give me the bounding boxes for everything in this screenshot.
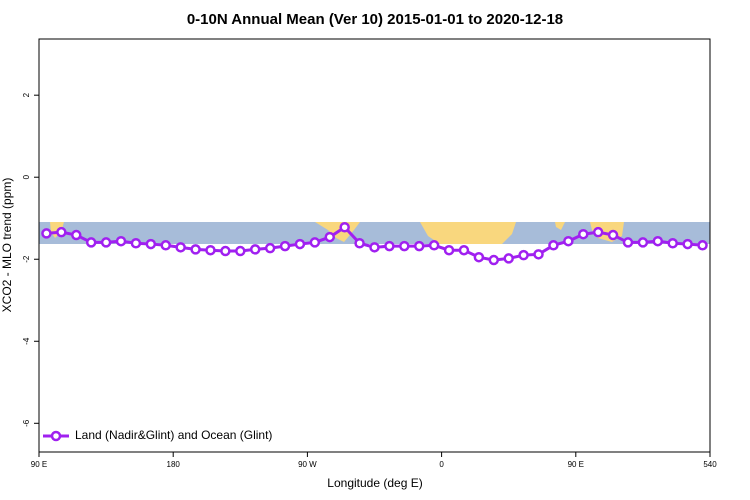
point bbox=[71, 229, 82, 241]
point bbox=[592, 226, 604, 238]
x-tick-label: 90 E bbox=[568, 460, 584, 469]
y-tick-label: 2 bbox=[22, 92, 31, 97]
point bbox=[578, 228, 589, 240]
point bbox=[100, 237, 112, 248]
point bbox=[264, 242, 276, 254]
point bbox=[667, 237, 678, 249]
point bbox=[697, 240, 708, 251]
point bbox=[190, 244, 201, 255]
point bbox=[458, 244, 470, 256]
point bbox=[652, 235, 664, 247]
point bbox=[115, 235, 127, 247]
point bbox=[637, 237, 649, 248]
point bbox=[369, 242, 380, 253]
x-axis-label: Longitude (deg E) bbox=[327, 476, 422, 490]
point bbox=[488, 254, 500, 266]
point bbox=[443, 244, 455, 256]
legend-label: Land (Nadir&Glint) and Ocean (Glint) bbox=[75, 428, 272, 442]
point bbox=[563, 235, 574, 247]
point bbox=[85, 237, 97, 248]
y-tick-label: -6 bbox=[22, 419, 31, 427]
point bbox=[324, 231, 336, 243]
point bbox=[235, 245, 246, 257]
point bbox=[130, 237, 142, 249]
point bbox=[399, 240, 410, 252]
chart-title: 0-10N Annual Mean (Ver 10) 2015-01-01 to… bbox=[187, 11, 563, 28]
point bbox=[354, 237, 365, 249]
point bbox=[503, 253, 514, 264]
y-tick-label: 0 bbox=[22, 174, 31, 179]
map-strip bbox=[39, 222, 710, 244]
y-tick-label: -4 bbox=[22, 337, 31, 345]
point bbox=[205, 244, 216, 256]
x-tick-label: 540 bbox=[703, 460, 717, 469]
point bbox=[413, 240, 425, 252]
point bbox=[309, 237, 321, 248]
legend-marker bbox=[50, 430, 62, 442]
point bbox=[428, 240, 440, 251]
x-tick-label: 90 E bbox=[31, 460, 47, 469]
x-tick-label: 0 bbox=[439, 460, 444, 469]
x-tick-label: 90 W bbox=[298, 460, 317, 469]
point bbox=[56, 226, 67, 238]
point bbox=[622, 237, 634, 248]
point bbox=[160, 240, 171, 251]
y-axis-label: XCO2 - MLO trend (ppm) bbox=[0, 178, 14, 313]
point bbox=[175, 242, 186, 253]
point bbox=[384, 240, 395, 252]
point bbox=[518, 249, 529, 261]
point bbox=[249, 244, 261, 255]
point bbox=[533, 249, 544, 260]
point bbox=[220, 245, 231, 257]
y-tick-label: -2 bbox=[22, 255, 31, 263]
point bbox=[145, 238, 157, 250]
point bbox=[682, 238, 693, 250]
x-tick-label: 180 bbox=[167, 460, 181, 469]
point bbox=[41, 228, 52, 239]
point bbox=[607, 229, 619, 241]
plot-frame bbox=[38, 38, 711, 453]
point bbox=[473, 251, 485, 263]
point bbox=[548, 240, 559, 251]
point bbox=[279, 240, 291, 252]
point bbox=[294, 238, 306, 250]
point bbox=[339, 221, 350, 233]
